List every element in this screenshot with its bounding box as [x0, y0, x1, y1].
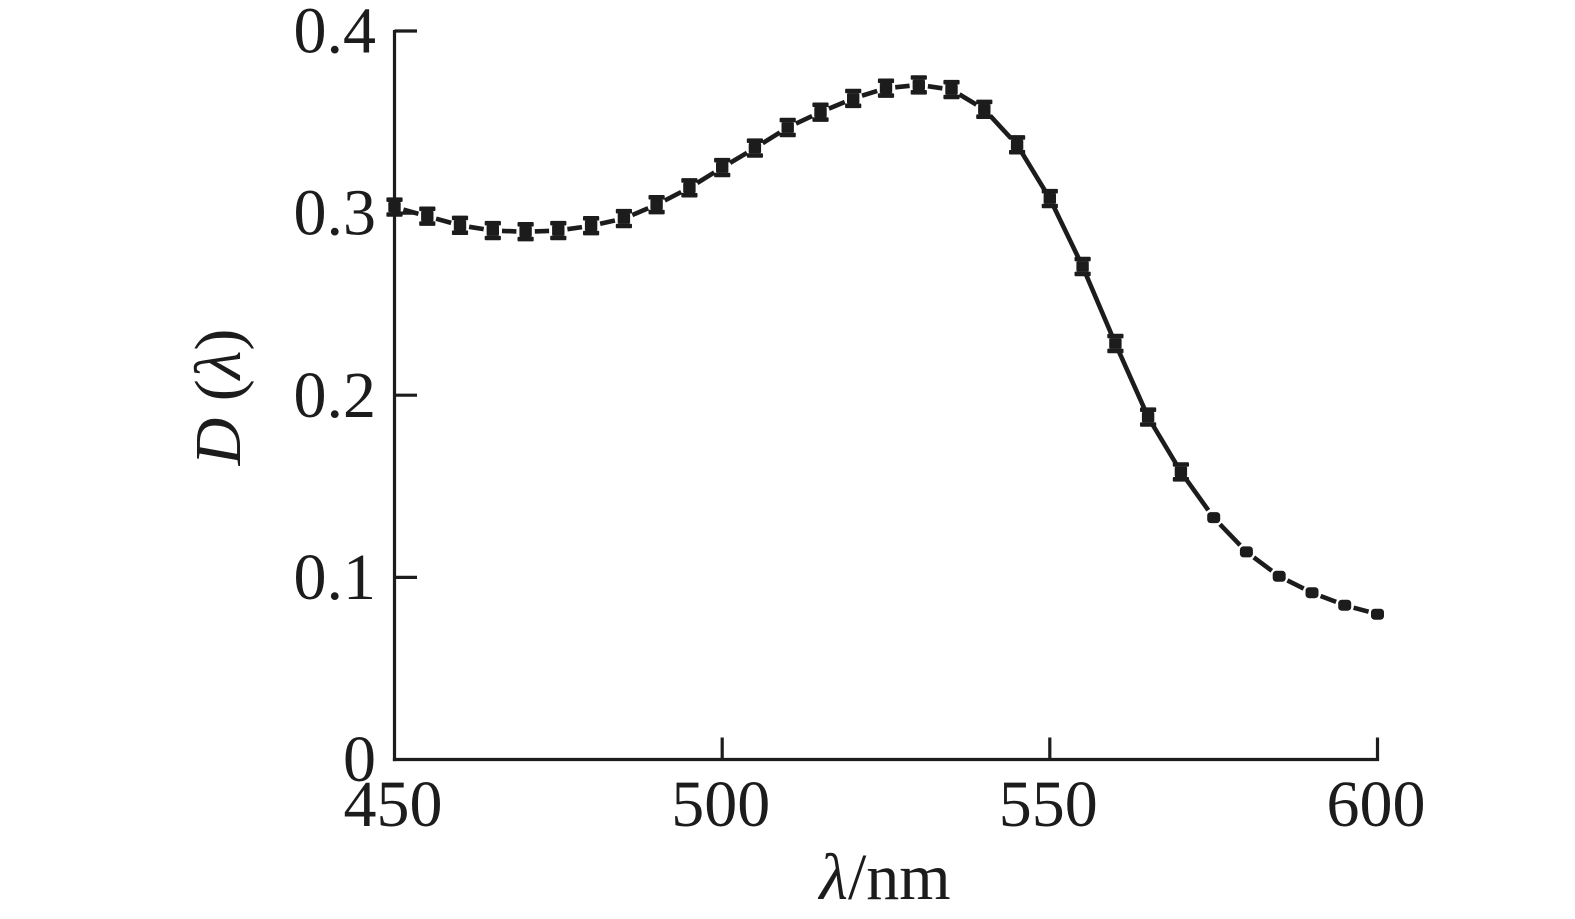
svg-text:0.2: 0.2	[294, 359, 377, 432]
svg-text:D (λ): D (λ)	[182, 329, 255, 467]
svg-text:0: 0	[343, 723, 376, 796]
svg-text:0.1: 0.1	[294, 541, 377, 614]
svg-text:0.4: 0.4	[294, 0, 377, 68]
svg-text:450: 450	[344, 768, 443, 841]
svg-text:550: 550	[999, 768, 1098, 841]
svg-text:500: 500	[671, 768, 770, 841]
svg-text:600: 600	[1327, 768, 1426, 841]
svg-text:λ/nm: λ/nm	[817, 841, 950, 914]
svg-text:0.3: 0.3	[294, 177, 377, 250]
